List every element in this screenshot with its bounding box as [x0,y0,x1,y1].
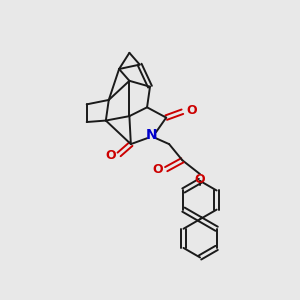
Text: O: O [186,104,196,117]
Text: O: O [105,149,116,162]
Text: O: O [195,173,206,186]
Text: N: N [146,128,157,142]
Text: O: O [153,163,163,176]
